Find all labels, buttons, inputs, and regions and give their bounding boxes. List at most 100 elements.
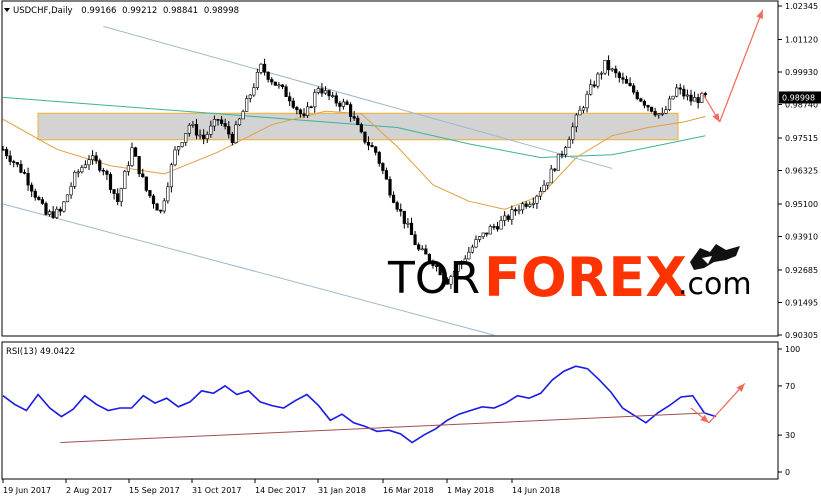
time-tick-label: 1 May 2018 [447,486,494,495]
candle [302,108,306,118]
candle [119,187,123,207]
candle [216,118,220,126]
candle [492,223,496,230]
candle [237,117,242,127]
candle [653,107,657,117]
price-tick-label: 0.97515 [785,134,818,143]
candle [700,91,704,103]
candle [470,244,475,254]
candle [12,159,16,168]
candle [485,232,489,237]
candle [535,194,539,209]
rsi-layer [2,365,746,444]
candle [259,63,263,75]
candle [434,262,439,272]
candle [159,209,163,214]
candle [506,214,510,222]
time-tick-label: 31 Oct 2017 [192,486,241,495]
candle [546,182,550,190]
candle [524,201,528,209]
candle [402,210,406,229]
price-tick-label: 0.90305 [785,331,818,340]
forecast-arrow-up [719,9,764,123]
candle [1,145,5,151]
candle [338,100,342,112]
watermark-prefix: TOR [387,253,480,304]
candle [108,172,113,194]
forecast-arrow-down [701,91,721,123]
candle [420,245,424,251]
price-tick-label: 0.93910 [785,232,818,241]
svg-text:RSI(13) 49.0422: RSI(13) 49.0422 [6,347,75,357]
main-layer [1,9,764,336]
candle [98,158,102,173]
candle [391,191,396,204]
candle [374,145,378,156]
candle [359,122,363,134]
candle [180,141,184,148]
candle [320,83,324,97]
candle [331,92,335,98]
candle [255,68,260,91]
rsi-support-line [60,412,706,443]
candle [692,91,697,102]
candle [266,71,270,83]
candle [417,242,421,251]
candle [148,189,152,199]
candle [599,71,604,80]
candle [141,168,145,178]
candle [230,131,234,146]
candle [603,60,607,76]
candle [628,77,632,87]
torforex-watermark: TOR FOREX .com [387,244,752,309]
candle [567,136,571,148]
candle [592,80,596,88]
candle [646,104,650,112]
candle [116,188,120,206]
price-tick-label: 0.91495 [785,298,818,307]
candle [184,133,188,146]
candle [55,206,59,219]
rsi-tick-label: 0 [785,468,790,477]
candle [664,105,668,115]
candle [614,65,618,78]
candle [366,136,371,151]
candle [481,232,485,240]
candle [488,224,492,235]
candle [252,83,256,97]
candle [660,107,664,117]
candle [155,202,159,211]
high-value: 0.99212 [122,6,157,16]
candle [26,167,30,191]
candle [47,209,52,217]
candle [517,205,521,215]
candle [284,84,288,97]
candle [370,142,374,148]
candle [560,150,564,159]
symbol-menu-icon[interactable] [4,8,10,12]
open-value: 0.99166 [81,6,116,16]
candle [682,85,686,100]
candle [87,155,91,170]
rsi-axis: 100 70 30 0 [778,345,800,477]
time-tick-label: 14 Dec 2017 [255,486,306,495]
rsi-tick-label: 30 [785,431,795,440]
candle [503,211,507,227]
symbol-label: USDCHF,Daily [13,6,73,16]
candle [467,246,471,260]
channel-upper-line [103,25,613,169]
time-tick-label: 2 Aug 2017 [66,486,112,495]
candle [384,167,389,180]
candle [4,146,9,159]
current-price-marker [779,91,821,104]
candle [578,105,582,116]
candle [30,182,34,197]
candle [194,118,199,140]
candle [621,72,625,84]
candle [219,115,224,126]
channel-lower-line [2,203,495,336]
chart-header: USDCHF,Daily 0.99166 0.99212 0.98841 0.9… [13,6,239,16]
candle [223,118,227,130]
